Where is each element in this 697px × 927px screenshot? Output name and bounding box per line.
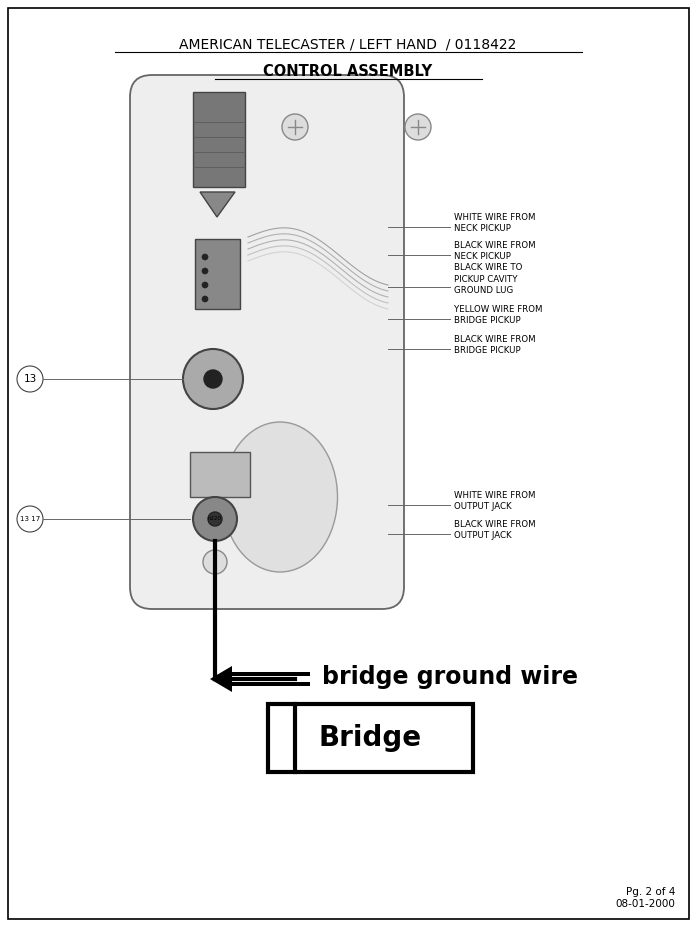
Bar: [190, 452, 250, 497]
Circle shape: [193, 497, 237, 541]
Bar: [193, 92, 245, 187]
Text: Pg. 2 of 4: Pg. 2 of 4: [626, 887, 675, 897]
Bar: [195, 239, 240, 309]
Text: BLACK WIRE FROM
BRIDGE PICKUP: BLACK WIRE FROM BRIDGE PICKUP: [454, 335, 535, 355]
Bar: [268, 704, 473, 772]
Text: WHITE WIRE FROM
OUTPUT JACK: WHITE WIRE FROM OUTPUT JACK: [454, 491, 535, 511]
Circle shape: [202, 282, 208, 288]
Text: BLACK WIRE FROM
OUTPUT JACK: BLACK WIRE FROM OUTPUT JACK: [454, 520, 535, 540]
Text: BLACK WIRE FROM
NECK PICKUP: BLACK WIRE FROM NECK PICKUP: [454, 241, 535, 261]
Text: AMERICAN TELECASTER / LEFT HAND  / 0118422: AMERICAN TELECASTER / LEFT HAND / 011842…: [179, 37, 516, 51]
Circle shape: [405, 114, 431, 140]
Circle shape: [203, 550, 227, 574]
Text: WHITE WIRE FROM
NECK PICKUP: WHITE WIRE FROM NECK PICKUP: [454, 213, 535, 233]
Circle shape: [208, 512, 222, 526]
Text: 13: 13: [24, 374, 37, 384]
Text: 08-01-2000: 08-01-2000: [615, 899, 675, 909]
Circle shape: [282, 114, 308, 140]
Polygon shape: [200, 192, 235, 217]
Circle shape: [17, 366, 43, 392]
FancyArrow shape: [232, 676, 310, 682]
FancyBboxPatch shape: [130, 75, 404, 609]
Text: bridge ground wire: bridge ground wire: [322, 665, 578, 689]
Circle shape: [202, 268, 208, 274]
Text: n220: n220: [208, 516, 222, 522]
Text: YELLOW WIRE FROM
BRIDGE PICKUP: YELLOW WIRE FROM BRIDGE PICKUP: [454, 305, 542, 325]
Circle shape: [202, 296, 208, 302]
Ellipse shape: [222, 422, 337, 572]
Text: Bridge: Bridge: [319, 724, 422, 752]
Circle shape: [17, 506, 43, 532]
FancyArrow shape: [210, 666, 310, 692]
Text: CONTROL ASSEMBLY: CONTROL ASSEMBLY: [263, 64, 433, 79]
Circle shape: [202, 254, 208, 260]
Circle shape: [183, 349, 243, 409]
Circle shape: [204, 370, 222, 388]
Text: BLACK WIRE TO
PICKUP CAVITY
GROUND LUG: BLACK WIRE TO PICKUP CAVITY GROUND LUG: [454, 263, 522, 295]
Text: 13 17: 13 17: [20, 516, 40, 522]
